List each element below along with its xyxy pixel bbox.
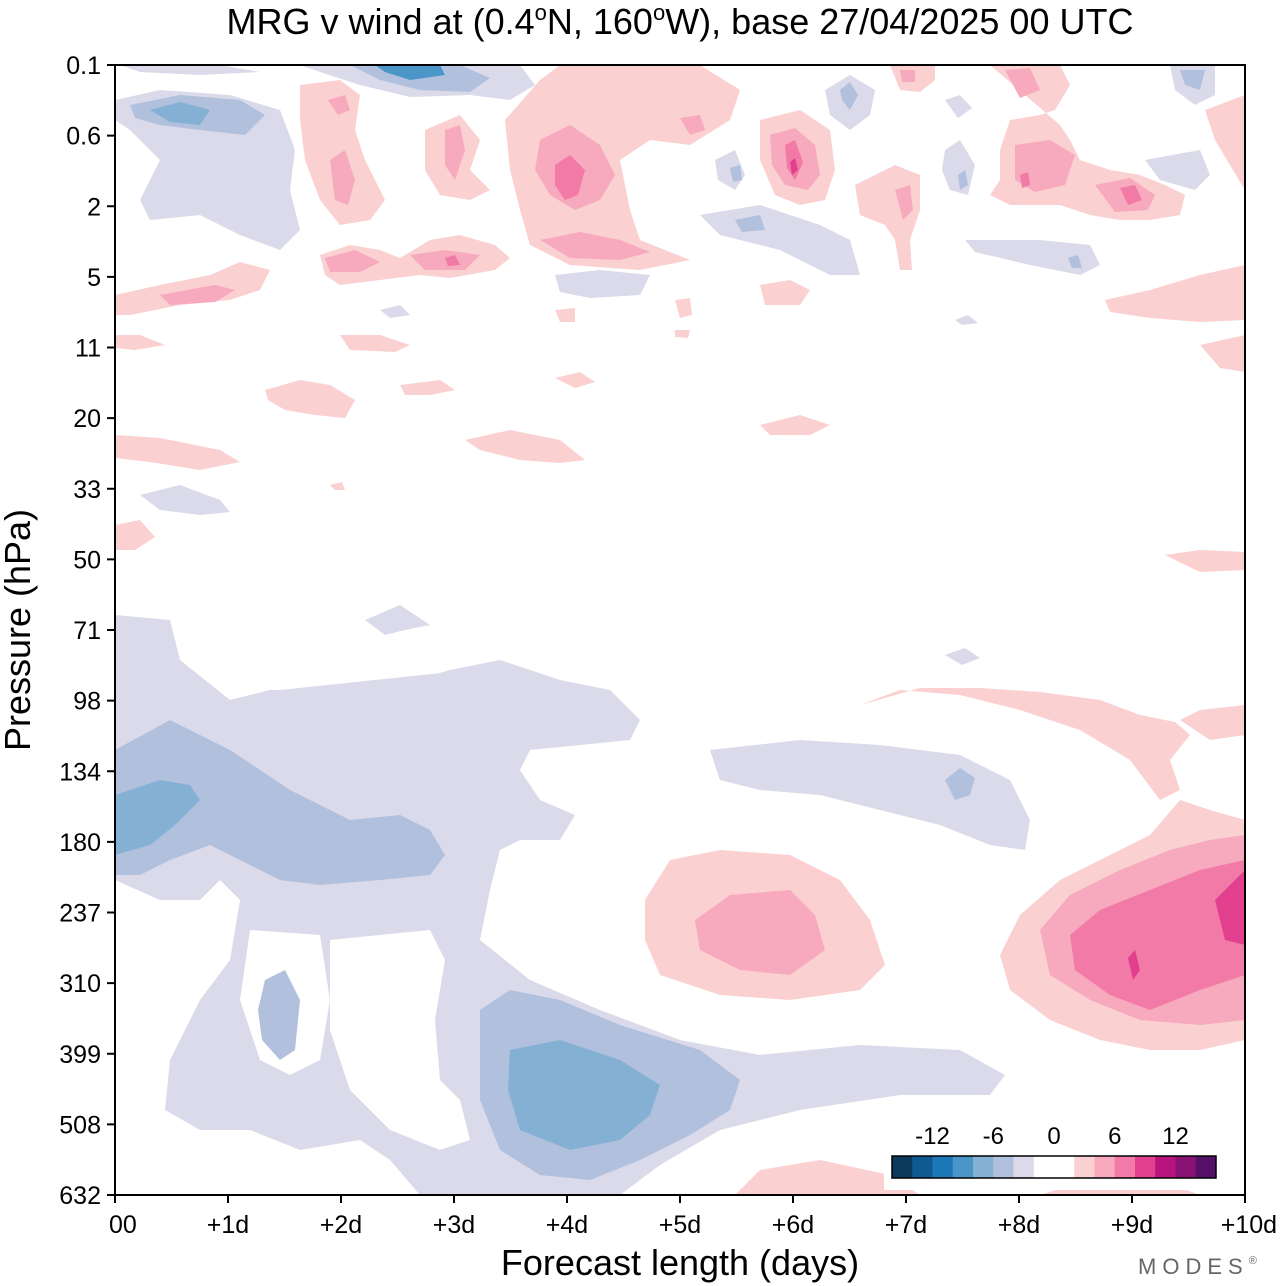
y-axis: 0.1 0.6 2 5 11 20 33 50 71 98 134 180 237 310 399 508 63… — [59, 52, 115, 1210]
y-tick-label: 237 — [59, 900, 101, 928]
y-tick-label: 71 — [73, 617, 101, 645]
contour-pos4-9d — [1128, 870, 1245, 980]
x-tick-label: +1d — [207, 1211, 249, 1239]
y-tick-label: 399 — [59, 1041, 101, 1069]
colorbar-label: 6 — [1108, 1123, 1121, 1150]
colorbar-swatch — [952, 1156, 974, 1178]
x-tick-label: +5d — [659, 1211, 701, 1239]
contour-neg1-33 — [140, 485, 230, 515]
y-tick-label: 20 — [73, 405, 101, 433]
colorbar-swatch — [892, 1156, 913, 1178]
colorbar-label: 12 — [1162, 1123, 1189, 1150]
colorbar-swatch — [1054, 1156, 1075, 1178]
y-tick-label: 180 — [59, 829, 101, 857]
colorbar-swatch — [932, 1156, 954, 1178]
contour-pos2-6d — [695, 890, 825, 975]
colorbar-swatch — [1094, 1156, 1116, 1178]
y-tick-label: 50 — [73, 546, 101, 574]
colorbar-swatch — [1074, 1156, 1095, 1178]
y-tick-label: 2 — [87, 193, 101, 221]
colorbar-swatch — [1013, 1156, 1035, 1178]
brand-logo: MODES® — [1138, 1254, 1263, 1279]
y-tick-label: 632 — [59, 1182, 101, 1210]
x-axis-label: Forecast length (days) — [501, 1242, 859, 1283]
x-tick-label: +7d — [885, 1211, 927, 1239]
y-tick-label: 310 — [59, 970, 101, 998]
colorbar-swatch — [912, 1156, 933, 1178]
contour-neg1-71b — [945, 648, 980, 665]
contour-neg2-134 — [945, 768, 975, 800]
x-axis: 00 +1d +2d +3d +4d +5d +6d +7d +8d +9d +10d — [109, 1195, 1277, 1239]
colorbar-label: -12 — [915, 1123, 950, 1150]
contour-pos1-9d-upper — [860, 688, 1190, 800]
contour-neg3-0d — [115, 780, 200, 855]
contour-pos3-9d — [1070, 860, 1245, 1010]
colorbar-swatch — [1195, 1156, 1217, 1178]
contour-gap-b — [330, 930, 470, 1150]
y-tick-label: 5 — [87, 264, 101, 292]
x-tick-label: +4d — [546, 1211, 588, 1239]
contour-neg1-upper-band — [280, 670, 500, 730]
chart-title: MRG v wind at (0.4oN, 160oW), base 27/04… — [227, 0, 1134, 42]
y-tick-label: 33 — [73, 476, 101, 504]
contour-neg1-71 — [365, 605, 430, 635]
y-tick-label: 0.1 — [66, 52, 101, 80]
contour-neg2-lower — [115, 720, 445, 885]
contour-neg1-mid-right — [710, 740, 1030, 850]
colorbar-frame — [891, 1155, 1217, 1179]
contour-neg3-4d — [508, 1040, 660, 1150]
x-tick-label: +6d — [772, 1211, 814, 1239]
contour-pos4-top-a — [790, 158, 798, 175]
colorbar-swatch — [1155, 1156, 1176, 1178]
x-tick-label: +10d — [1221, 1211, 1277, 1239]
y-tick-label: 134 — [59, 758, 101, 786]
contour-neg3-top-left — [150, 102, 210, 125]
y-tick-label: 98 — [73, 688, 101, 716]
colorbar-swatch — [1033, 1156, 1055, 1178]
contour-field — [115, 65, 1245, 1195]
colorbar-label: 0 — [1047, 1123, 1060, 1150]
colorbar-swatch — [1114, 1156, 1136, 1178]
colorbar-swatch — [993, 1156, 1014, 1178]
x-tick-label: +8d — [998, 1211, 1040, 1239]
y-tick-label: 508 — [59, 1111, 101, 1139]
x-tick-label: +3d — [433, 1211, 475, 1239]
x-tick-label: 00 — [109, 1211, 137, 1239]
contour-neg1-top-left — [115, 90, 300, 250]
colorbar-swatch — [973, 1156, 994, 1178]
y-tick-label: 11 — [75, 335, 101, 363]
y-axis-label: Pressure (hPa) — [0, 509, 38, 751]
y-tick-label: 0.6 — [66, 123, 101, 151]
colorbar-swatch — [1175, 1156, 1197, 1178]
x-tick-label: +9d — [1111, 1211, 1153, 1239]
colorbar-label: -6 — [983, 1123, 1004, 1150]
x-tick-label: +2d — [320, 1211, 362, 1239]
contour-neg3-top-mid — [375, 65, 445, 80]
contour-neg2-blob — [258, 970, 300, 1060]
colorbar-swatch — [1135, 1156, 1156, 1178]
colorbar: -12 -6 0 6 12 — [884, 1118, 1224, 1190]
